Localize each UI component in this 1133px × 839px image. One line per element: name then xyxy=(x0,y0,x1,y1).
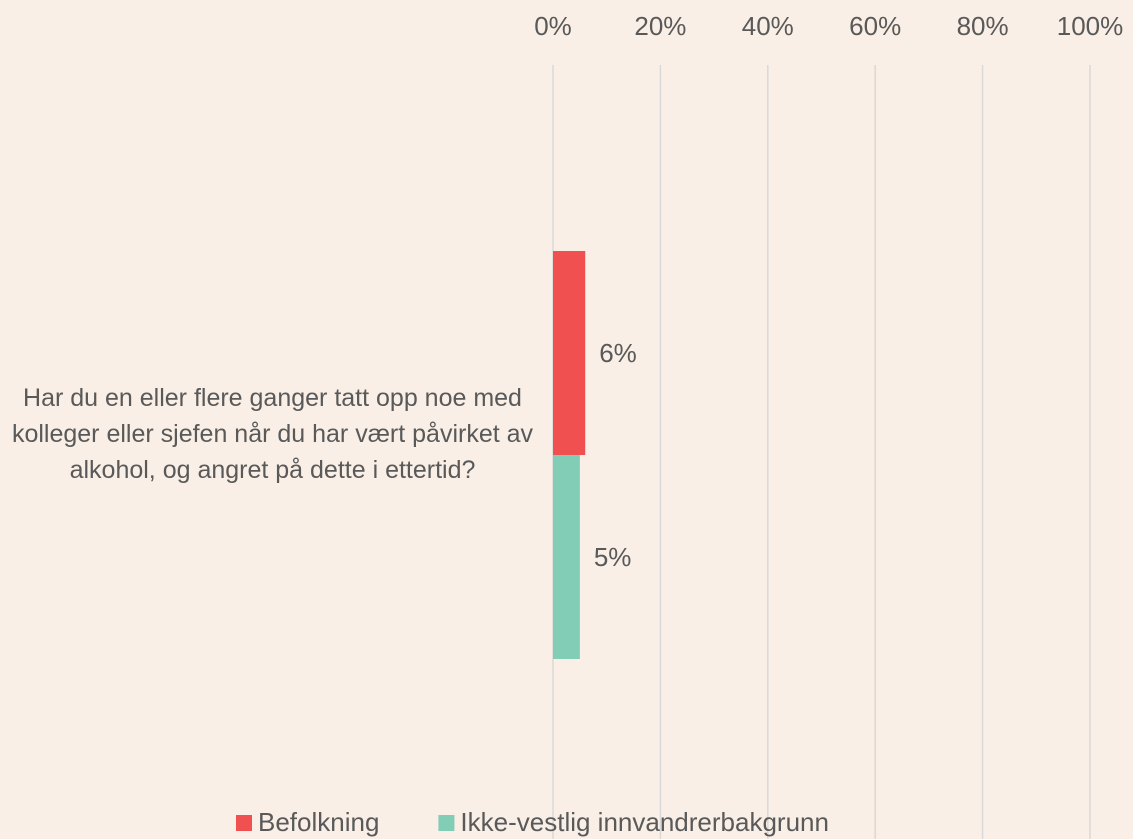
bar xyxy=(553,455,580,659)
legend-swatch xyxy=(236,815,252,831)
legend-label: Befolkning xyxy=(258,807,379,837)
x-tick-label: 100% xyxy=(1057,11,1124,41)
bar xyxy=(553,251,586,455)
category-label: Har du en eller flere ganger tatt opp no… xyxy=(11,384,534,484)
x-tick-label: 80% xyxy=(957,11,1009,41)
legend-label: Ikke-vestlig innvandrerbakgrunn xyxy=(460,807,829,837)
x-tick-label: 60% xyxy=(849,11,901,41)
value-label: 6% xyxy=(599,338,637,368)
legend-swatch xyxy=(438,815,455,831)
x-tick-label: 40% xyxy=(742,11,794,41)
value-label: 5% xyxy=(594,542,632,572)
x-tick-label: 20% xyxy=(634,11,686,41)
x-tick-label: 0% xyxy=(534,11,572,41)
